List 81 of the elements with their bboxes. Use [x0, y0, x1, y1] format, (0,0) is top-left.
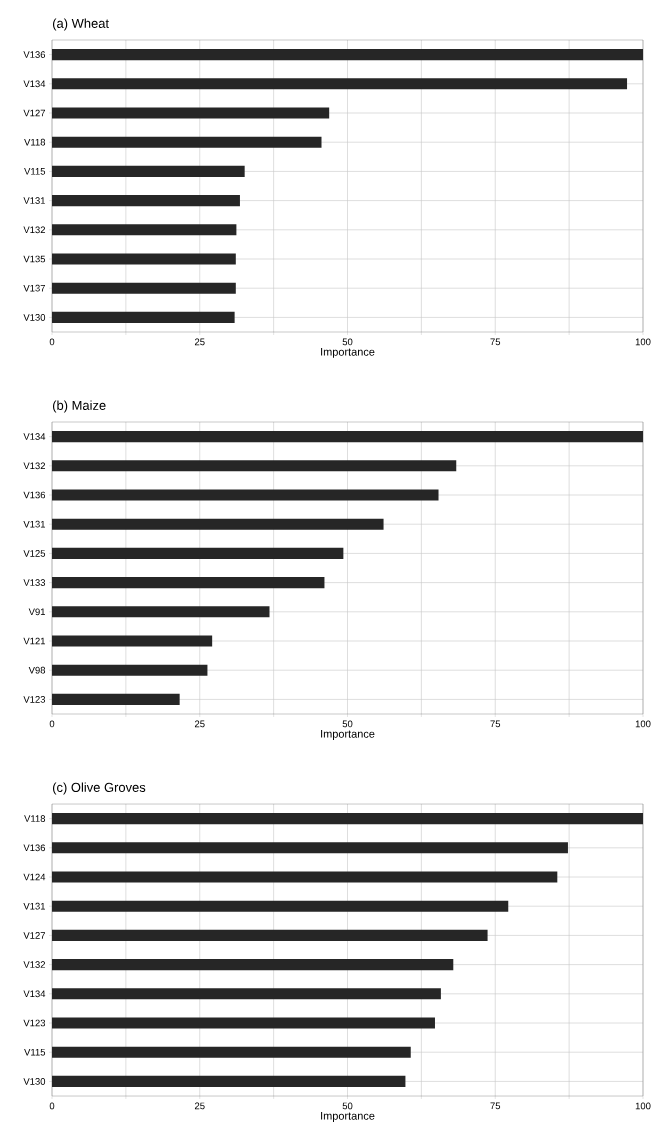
- y-tick-label: V137: [23, 284, 46, 292]
- x-tick-label: 50: [342, 1102, 353, 1110]
- y-tick-label: V136: [23, 491, 46, 499]
- y-tick-label: V125: [23, 550, 46, 557]
- bar: [52, 959, 454, 971]
- y-tick-label: V134: [23, 990, 46, 998]
- y-tick-label: V118: [24, 815, 46, 822]
- bar: [52, 518, 384, 530]
- y-tick-label: V130: [23, 1078, 46, 1085]
- bar: [52, 988, 441, 1000]
- bar: [52, 1017, 435, 1029]
- y-tick-label: V121: [23, 637, 46, 645]
- chart-title: (a) Wheat: [53, 18, 109, 31]
- x-tick-label: 75: [490, 720, 501, 728]
- chart-title: (b) Maize: [53, 400, 106, 413]
- y-tick-label: V124: [23, 873, 46, 881]
- y-tick-label: V132: [23, 462, 46, 470]
- bar: [52, 165, 245, 177]
- bar: [52, 282, 236, 294]
- x-tick-label: 0: [49, 1102, 55, 1110]
- bar: [52, 107, 330, 119]
- y-tick-label: V127: [23, 109, 46, 117]
- y-tick-label: V132: [23, 961, 46, 968]
- bar: [52, 635, 213, 647]
- y-tick-label: V118: [24, 138, 46, 146]
- x-tick-label: 50: [342, 338, 353, 346]
- y-tick-label: V133: [23, 579, 46, 586]
- y-tick-label: V131: [23, 520, 46, 528]
- y-tick-label: V115: [24, 1048, 46, 1056]
- x-tick-label: 0: [49, 338, 55, 346]
- x-axis-title: Importance: [321, 1112, 375, 1122]
- bar: [52, 547, 344, 559]
- y-tick-label: V131: [23, 197, 46, 204]
- bar: [52, 606, 270, 618]
- bar: [52, 489, 439, 501]
- bar: [52, 49, 644, 61]
- bar: [52, 1046, 411, 1058]
- y-tick-label: V98: [28, 666, 46, 674]
- x-tick-label: 75: [490, 1102, 501, 1110]
- bar: [52, 577, 325, 589]
- x-tick-label: 100: [635, 338, 651, 346]
- bar: [52, 871, 558, 883]
- bar: [52, 253, 236, 265]
- x-tick-label: 75: [490, 338, 501, 346]
- y-tick-label: V130: [23, 314, 46, 321]
- x-axis-title: Importance: [321, 730, 375, 740]
- bar: [52, 311, 235, 323]
- y-tick-label: V127: [23, 932, 46, 939]
- y-tick-label: V91: [28, 608, 46, 616]
- y-tick-label: V123: [23, 1019, 46, 1027]
- bar: [52, 900, 509, 912]
- x-axis-title: Importance: [321, 348, 375, 358]
- y-tick-label: V132: [23, 226, 46, 234]
- x-tick-label: 50: [342, 720, 353, 728]
- x-tick-label: 0: [49, 720, 55, 728]
- bar: [52, 195, 240, 207]
- bar: [52, 1075, 406, 1087]
- x-tick-label: 100: [635, 1102, 651, 1110]
- bar: [52, 224, 237, 236]
- bar: [52, 78, 628, 90]
- x-tick-label: 100: [635, 720, 651, 728]
- y-tick-label: V135: [23, 255, 46, 263]
- y-tick-label: V134: [23, 433, 46, 440]
- y-tick-label: V134: [23, 80, 46, 88]
- chart-title: (c) Olive Groves: [53, 782, 146, 795]
- x-tick-label: 25: [194, 720, 205, 728]
- y-tick-label: V123: [23, 696, 46, 703]
- y-tick-label: V136: [23, 844, 46, 852]
- y-tick-label: V136: [23, 51, 46, 58]
- y-tick-label: V115: [24, 168, 46, 175]
- bar: [52, 693, 180, 705]
- bar: [52, 842, 568, 854]
- bar: [52, 929, 488, 941]
- bar: [52, 664, 208, 676]
- bar: [52, 813, 644, 825]
- x-tick-label: 25: [194, 338, 205, 346]
- x-tick-label: 25: [194, 1102, 205, 1110]
- y-tick-label: V131: [23, 902, 46, 910]
- bar: [52, 460, 457, 472]
- bar: [52, 431, 644, 443]
- bar: [52, 136, 322, 148]
